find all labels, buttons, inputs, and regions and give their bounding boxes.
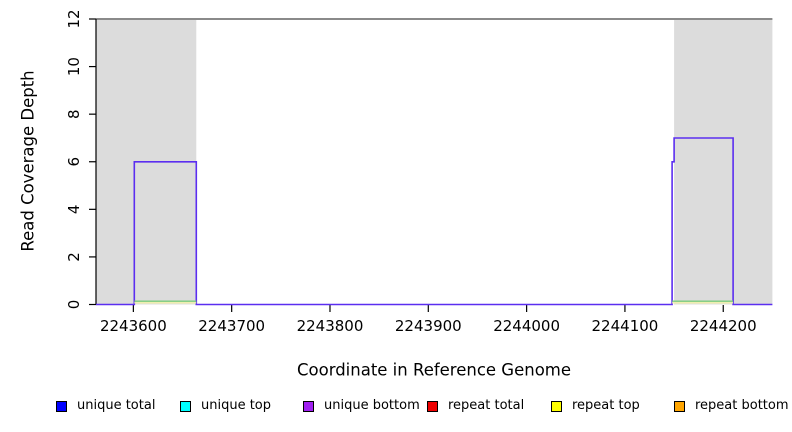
x-axis-title: Coordinate in Reference Genome [296,360,572,380]
legend-item-repeat-total: repeat total [427,399,524,413]
y-tick-label: 8 [65,109,83,119]
legend-label: repeat total [448,398,525,413]
y-tick-label: 6 [65,157,83,167]
x-tick-label: 2243900 [395,317,462,335]
y-tick-label: 4 [65,205,83,215]
y-tick-label: 12 [65,9,83,28]
legend-item-unique-top: unique top [180,399,271,413]
y-tick-label: 0 [65,300,83,310]
legend-item-repeat-bottom: repeat bottom [674,399,789,413]
x-tick-label: 2244000 [493,317,560,335]
legend-item-unique-total: unique total [56,399,155,413]
legend-label: repeat bottom [695,398,789,413]
legend-swatch-unique-top [180,400,191,412]
legend-swatch-repeat-total [427,400,438,412]
legend-swatch-repeat-top [551,400,562,412]
x-tick-label: 2244200 [690,317,757,335]
coverage-line-unique-bottom-coverage [96,137,773,306]
legend-swatch-unique-bottom [303,400,314,412]
y-axis-title: Read Coverage Depth [18,70,38,252]
x-tick-label: 2243800 [297,317,364,335]
legend-item-unique-bottom: unique bottom [303,399,420,413]
legend-swatch-repeat-bottom [674,400,685,412]
y-tick-label: 10 [65,57,83,76]
legend-label: unique top [201,398,272,413]
legend-label: repeat top [572,398,640,413]
x-tick-label: 2243700 [198,317,265,335]
legend-label: unique bottom [324,398,420,413]
y-tick-label: 2 [65,252,83,262]
legend-swatch-unique-total [56,400,67,412]
legend-label: unique total [77,398,156,413]
repeat-region-right [674,19,773,305]
x-tick-label: 2243600 [100,317,167,335]
legend-item-repeat-top: repeat top [551,399,640,413]
x-tick-label: 2244100 [592,317,659,335]
